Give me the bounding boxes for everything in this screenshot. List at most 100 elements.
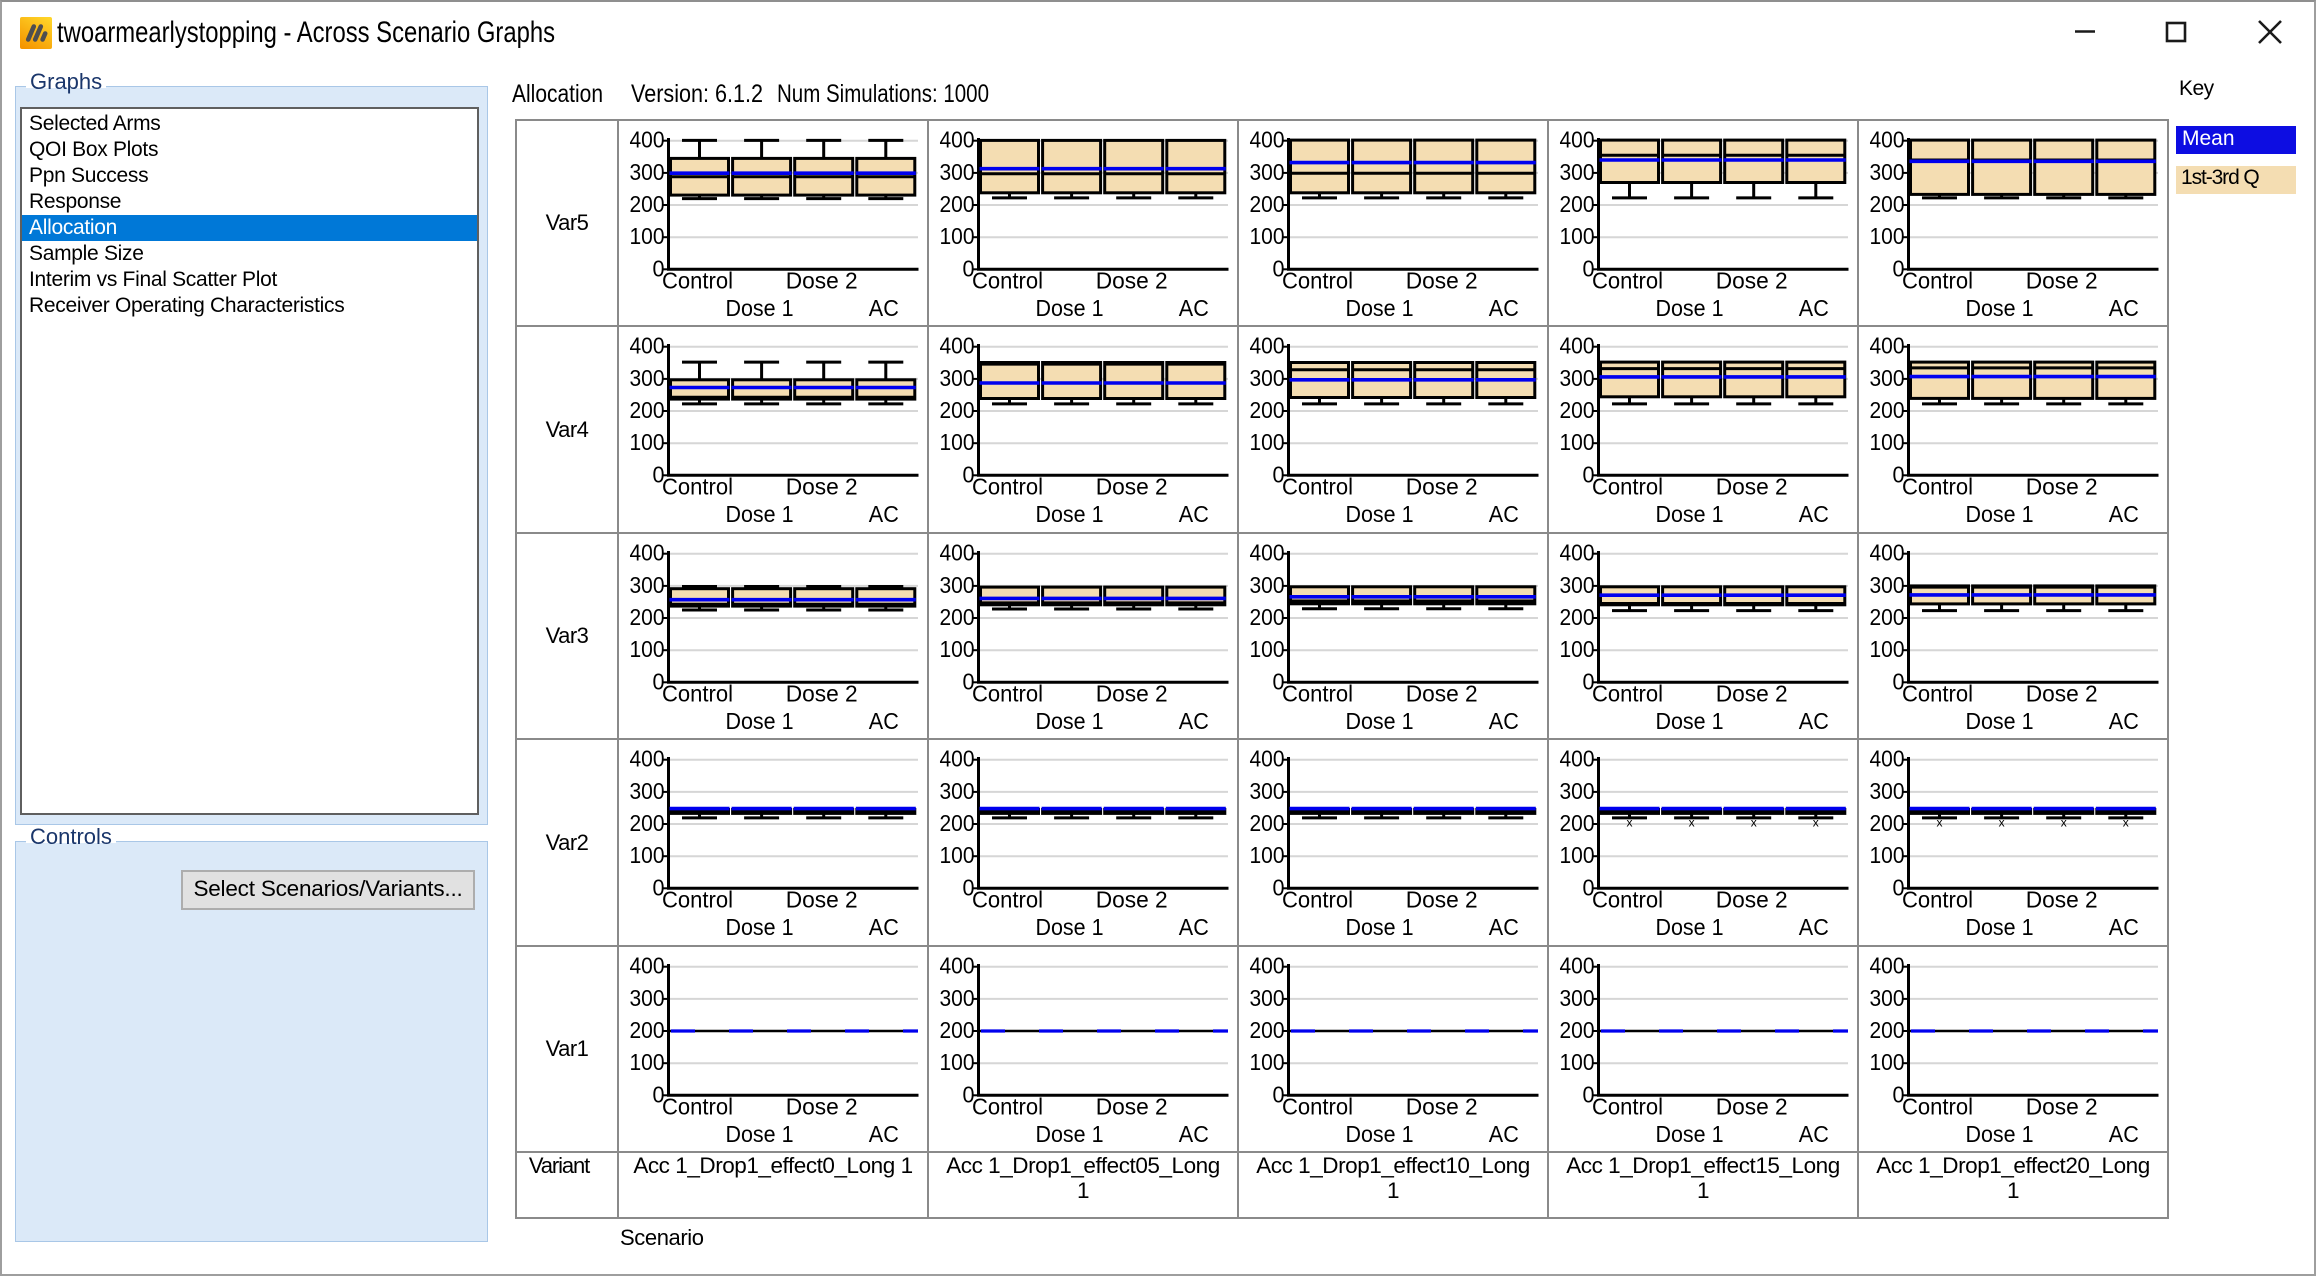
svg-text:Control: Control bbox=[662, 887, 733, 913]
svg-text:Control: Control bbox=[662, 268, 733, 294]
svg-text:Dose 1: Dose 1 bbox=[1966, 914, 2034, 940]
svg-text:200: 200 bbox=[630, 1017, 665, 1043]
svg-text:Control: Control bbox=[1282, 1094, 1353, 1120]
svg-text:Dose 2: Dose 2 bbox=[786, 474, 858, 500]
svg-text:100: 100 bbox=[630, 842, 665, 868]
svg-text:Dose 2: Dose 2 bbox=[1096, 474, 1168, 500]
svg-text:0: 0 bbox=[1583, 668, 1595, 694]
svg-text:400: 400 bbox=[1870, 746, 1905, 772]
svg-text:200: 200 bbox=[940, 810, 975, 836]
svg-text:Dose 1: Dose 1 bbox=[1966, 295, 2034, 321]
svg-text:Control: Control bbox=[972, 474, 1043, 500]
svg-text:100: 100 bbox=[1870, 429, 1905, 455]
svg-text:AC: AC bbox=[869, 914, 899, 940]
svg-text:200: 200 bbox=[1560, 397, 1595, 423]
svg-text:Dose 2: Dose 2 bbox=[786, 887, 858, 913]
svg-text:300: 300 bbox=[1560, 159, 1595, 185]
svg-text:100: 100 bbox=[940, 1049, 975, 1075]
svg-text:0: 0 bbox=[1273, 1081, 1285, 1107]
svg-text:100: 100 bbox=[1560, 223, 1595, 249]
svg-text:100: 100 bbox=[1560, 1049, 1595, 1075]
svg-text:Dose 1: Dose 1 bbox=[1346, 708, 1414, 734]
svg-text:Control: Control bbox=[1592, 681, 1663, 707]
svg-text:Control: Control bbox=[662, 1094, 733, 1120]
svg-text:Control: Control bbox=[1902, 474, 1973, 500]
svg-text:300: 300 bbox=[1560, 365, 1595, 391]
svg-text:400: 400 bbox=[940, 333, 975, 359]
svg-text:200: 200 bbox=[1870, 191, 1905, 217]
svg-text:Dose 1: Dose 1 bbox=[1036, 1121, 1104, 1147]
svg-text:200: 200 bbox=[630, 397, 665, 423]
svg-text:300: 300 bbox=[1250, 159, 1285, 185]
svg-text:AC: AC bbox=[1799, 1121, 1829, 1147]
svg-text:AC: AC bbox=[1489, 914, 1519, 940]
svg-text:Dose 2: Dose 2 bbox=[2026, 1094, 2098, 1120]
svg-text:Control: Control bbox=[1282, 474, 1353, 500]
svg-text:Dose 1: Dose 1 bbox=[1656, 708, 1724, 734]
svg-text:Dose 2: Dose 2 bbox=[786, 1094, 858, 1120]
svg-text:100: 100 bbox=[1870, 1049, 1905, 1075]
svg-text:Dose 2: Dose 2 bbox=[1716, 887, 1788, 913]
svg-text:AC: AC bbox=[1799, 708, 1829, 734]
svg-text:x: x bbox=[1627, 815, 1633, 829]
svg-text:Dose 1: Dose 1 bbox=[1966, 1121, 2034, 1147]
svg-text:300: 300 bbox=[940, 985, 975, 1011]
svg-text:Dose 2: Dose 2 bbox=[2026, 681, 2098, 707]
svg-text:Dose 2: Dose 2 bbox=[1096, 268, 1168, 294]
svg-text:Dose 1: Dose 1 bbox=[1036, 295, 1104, 321]
svg-text:200: 200 bbox=[1250, 604, 1285, 630]
svg-text:Dose 2: Dose 2 bbox=[2026, 474, 2098, 500]
svg-text:0: 0 bbox=[653, 461, 665, 487]
svg-text:Dose 1: Dose 1 bbox=[1346, 914, 1414, 940]
svg-text:300: 300 bbox=[940, 572, 975, 598]
svg-text:Dose 2: Dose 2 bbox=[1406, 474, 1478, 500]
svg-text:AC: AC bbox=[1799, 914, 1829, 940]
svg-text:300: 300 bbox=[1870, 365, 1905, 391]
svg-text:Dose 2: Dose 2 bbox=[1096, 681, 1168, 707]
svg-text:AC: AC bbox=[2109, 295, 2139, 321]
svg-text:Dose 2: Dose 2 bbox=[1716, 474, 1788, 500]
svg-text:400: 400 bbox=[630, 746, 665, 772]
svg-text:x: x bbox=[2123, 815, 2129, 829]
svg-text:100: 100 bbox=[940, 842, 975, 868]
svg-text:Dose 2: Dose 2 bbox=[1406, 268, 1478, 294]
svg-text:Control: Control bbox=[972, 1094, 1043, 1120]
svg-text:AC: AC bbox=[2109, 708, 2139, 734]
svg-text:AC: AC bbox=[1179, 295, 1209, 321]
svg-text:100: 100 bbox=[1560, 636, 1595, 662]
svg-text:100: 100 bbox=[1250, 1049, 1285, 1075]
svg-text:Allocation: Allocation bbox=[512, 80, 603, 108]
svg-text:300: 300 bbox=[940, 778, 975, 804]
svg-text:Version: 6.1.2: Version: 6.1.2 bbox=[631, 80, 763, 108]
svg-text:Dose 1: Dose 1 bbox=[1346, 501, 1414, 527]
svg-text:200: 200 bbox=[1870, 810, 1905, 836]
svg-text:400: 400 bbox=[1250, 333, 1285, 359]
svg-text:300: 300 bbox=[1250, 365, 1285, 391]
svg-text:400: 400 bbox=[940, 127, 975, 153]
svg-text:0: 0 bbox=[963, 668, 975, 694]
svg-text:Control: Control bbox=[1592, 268, 1663, 294]
svg-text:Control: Control bbox=[1902, 1094, 1973, 1120]
svg-text:400: 400 bbox=[1250, 746, 1285, 772]
svg-text:AC: AC bbox=[1179, 708, 1209, 734]
svg-text:100: 100 bbox=[630, 429, 665, 455]
svg-text:x: x bbox=[1999, 815, 2005, 829]
svg-text:0: 0 bbox=[1273, 255, 1285, 281]
svg-text:Control: Control bbox=[1282, 681, 1353, 707]
svg-text:Control: Control bbox=[1592, 474, 1663, 500]
svg-text:400: 400 bbox=[1870, 540, 1905, 566]
svg-text:0: 0 bbox=[1893, 461, 1905, 487]
svg-text:100: 100 bbox=[630, 636, 665, 662]
svg-text:300: 300 bbox=[1560, 985, 1595, 1011]
svg-text:Control: Control bbox=[972, 887, 1043, 913]
svg-text:200: 200 bbox=[1870, 1017, 1905, 1043]
svg-text:AC: AC bbox=[2109, 1121, 2139, 1147]
svg-text:0: 0 bbox=[1893, 668, 1905, 694]
svg-text:0: 0 bbox=[963, 255, 975, 281]
svg-text:Control: Control bbox=[1592, 887, 1663, 913]
svg-text:Control: Control bbox=[1282, 887, 1353, 913]
svg-text:Dose 2: Dose 2 bbox=[786, 681, 858, 707]
svg-text:300: 300 bbox=[1250, 572, 1285, 598]
svg-text:200: 200 bbox=[940, 191, 975, 217]
svg-text:Dose 2: Dose 2 bbox=[1716, 268, 1788, 294]
